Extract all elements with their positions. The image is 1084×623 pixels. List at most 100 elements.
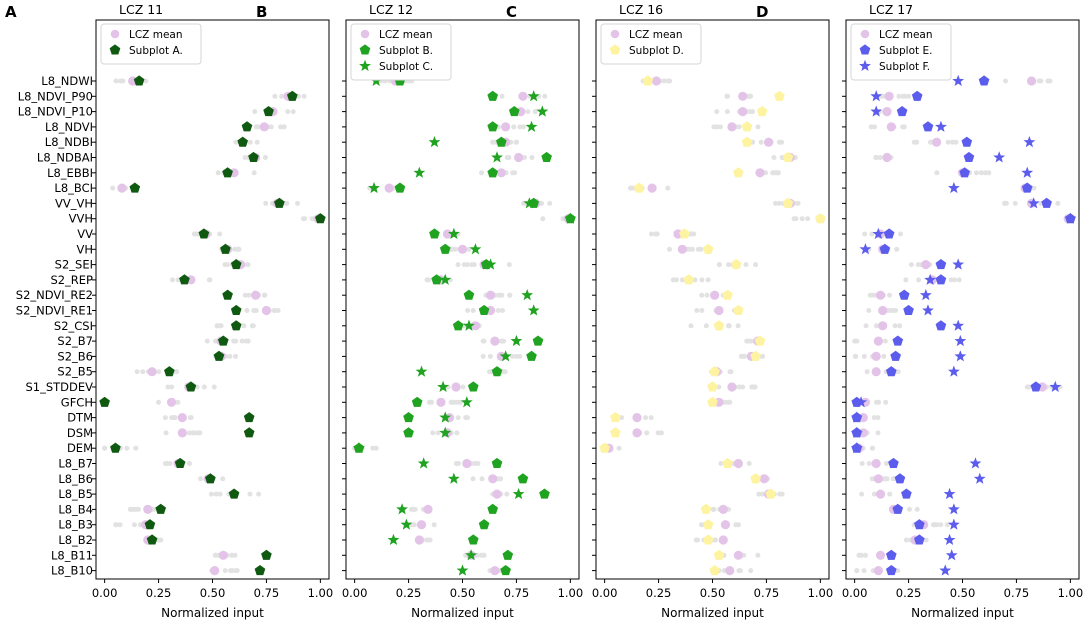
- series-point: [850, 442, 863, 454]
- sample-dot: [263, 200, 269, 206]
- sample-dot: [281, 124, 287, 130]
- series-point: [888, 457, 899, 469]
- series-point: [870, 90, 883, 102]
- sample-dot: [699, 277, 705, 283]
- sample-dot: [170, 277, 176, 283]
- series-point: [879, 243, 891, 254]
- sample-dot: [862, 231, 868, 237]
- feature-label: L8_NDVI_P10: [18, 105, 93, 119]
- sample-dot: [753, 262, 759, 268]
- sample-dot: [222, 568, 228, 574]
- sample-dot: [956, 277, 962, 283]
- series-point: [248, 151, 259, 163]
- x-axis-title: Normalized input: [661, 606, 764, 620]
- series-point: [610, 427, 621, 438]
- series-point: [478, 304, 490, 316]
- feature-label: L8_B7: [58, 457, 93, 471]
- lcz-mean-point: [470, 321, 481, 331]
- series-point: [439, 243, 451, 254]
- sample-dot: [883, 399, 889, 405]
- series-point: [517, 473, 529, 484]
- lcz-mean-point: [759, 474, 769, 484]
- series-subplot-f: [850, 74, 1077, 576]
- series-point: [487, 121, 499, 132]
- sample-dot: [694, 308, 700, 313]
- feature-label: S2_B5: [57, 365, 93, 379]
- sample-dot: [134, 369, 140, 375]
- panel-d: D LCZ 17 0.00 0.25 0.50 0.75 1.00 Normalized in…: [756, 2, 1083, 620]
- sample-dot: [278, 124, 284, 130]
- feature-label: S2_CSI: [54, 319, 93, 333]
- sample-dot: [866, 308, 872, 313]
- sample-dot: [1038, 78, 1044, 84]
- feature-label: S2_B7: [57, 334, 93, 348]
- series-point: [750, 473, 761, 484]
- legend-marker: [110, 29, 120, 39]
- sample-dot: [251, 308, 257, 313]
- series-point: [261, 549, 272, 560]
- x-axis-title: Normalized input: [911, 606, 1014, 620]
- sample-dot: [429, 399, 435, 405]
- sample-dot: [525, 109, 531, 115]
- series-point: [903, 304, 914, 316]
- sample-dot: [770, 170, 776, 176]
- series-point: [539, 488, 550, 499]
- series-point: [452, 320, 464, 331]
- sample-dot: [736, 384, 742, 390]
- lcz-mean-point: [384, 183, 394, 193]
- sample-dot: [898, 231, 904, 237]
- series-point: [487, 167, 499, 178]
- panel-letter: A: [5, 3, 17, 21]
- series-point: [709, 366, 720, 377]
- x-tick-label: 0.25: [396, 586, 422, 600]
- sample-dot: [251, 170, 257, 176]
- lcz-mean-point: [488, 474, 498, 484]
- sample-dot: [547, 200, 553, 206]
- series-point: [465, 549, 478, 561]
- legend-label: Subplot A.: [129, 45, 183, 57]
- sample-dot: [246, 292, 252, 298]
- sample-dot: [228, 568, 234, 574]
- lcz-mean-point: [177, 428, 187, 438]
- feature-label: L8_B3: [58, 518, 93, 532]
- sample-dot: [487, 353, 493, 359]
- sample-dot: [952, 277, 958, 283]
- sample-dot: [648, 415, 654, 421]
- lcz-mean-point: [1026, 76, 1037, 86]
- series-point: [564, 212, 577, 224]
- x-tick-label: 0.75: [254, 586, 280, 600]
- series-point: [417, 457, 430, 469]
- x-axis-title: Normalized input: [161, 606, 264, 620]
- feature-label: VH: [76, 242, 93, 256]
- feature-label: S2_NDVI_RE2: [16, 288, 93, 302]
- feature-label: VV_VH: [55, 196, 93, 210]
- sample-dot: [953, 139, 959, 145]
- series-point: [1041, 197, 1052, 208]
- series-point: [185, 381, 197, 392]
- panel-c: C LCZ 16 0.00 0.25 0.50 0.75 1.00 Normalized in…: [506, 2, 833, 620]
- sample-dot: [213, 491, 219, 497]
- feature-label: S2_REP: [50, 273, 93, 287]
- legend-box: [850, 23, 952, 81]
- sample-dot: [165, 384, 171, 390]
- series-point: [914, 534, 925, 545]
- sample-dot: [776, 200, 782, 206]
- sample-dot: [431, 522, 437, 528]
- series-point: [973, 472, 986, 484]
- sample-dot: [931, 522, 937, 528]
- sample-dot: [254, 139, 260, 145]
- sample-dot: [131, 522, 137, 528]
- series-point: [394, 182, 406, 193]
- sample-dot: [693, 537, 699, 543]
- sample-dot: [916, 277, 922, 283]
- sample-dot: [934, 170, 940, 176]
- series-point: [164, 366, 175, 377]
- sample-dot: [1003, 78, 1009, 84]
- lcz-mean-point: [451, 382, 461, 392]
- sample-dot: [861, 568, 867, 574]
- series-point: [939, 564, 952, 576]
- sample-spread-dots: [102, 78, 323, 574]
- lcz-mean-point: [117, 183, 127, 193]
- sample-dot: [186, 461, 192, 466]
- series-point: [642, 75, 654, 86]
